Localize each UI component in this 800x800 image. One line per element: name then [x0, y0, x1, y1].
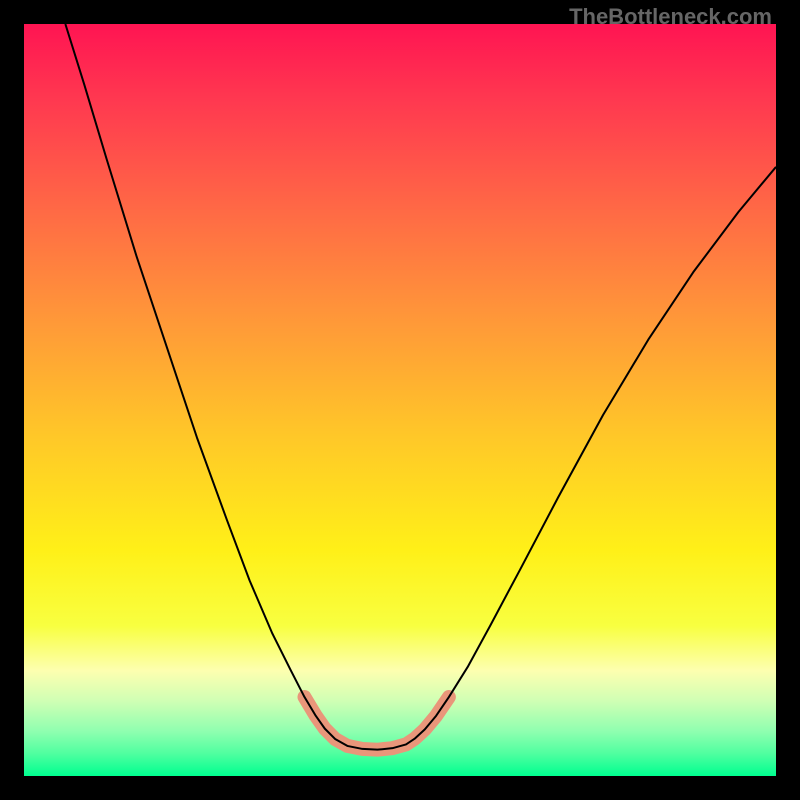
- chart-frame: TheBottleneck.com: [0, 0, 800, 800]
- bottleneck-curve: [65, 24, 776, 750]
- curve-layer: [24, 24, 776, 776]
- plot-area: [24, 24, 776, 776]
- trough-highlight: [305, 697, 449, 750]
- watermark-text: TheBottleneck.com: [569, 4, 772, 30]
